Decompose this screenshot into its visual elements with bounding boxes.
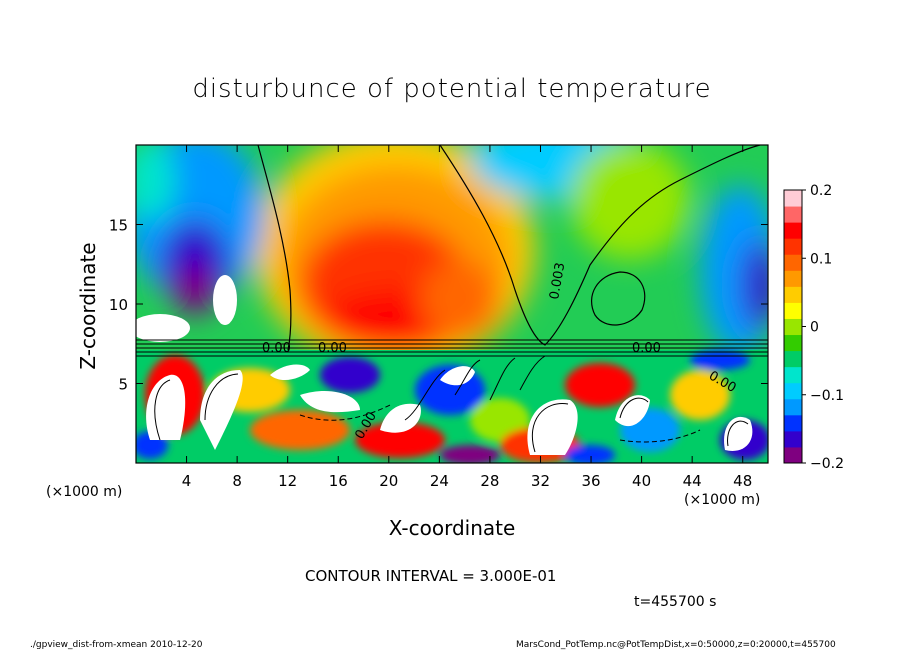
colorbar-segment — [784, 302, 802, 319]
colorbar-tick-label: 0 — [810, 320, 819, 336]
colorbar-segment — [784, 254, 802, 271]
x-tick-label: 36 — [581, 472, 600, 490]
x-tick-label: 12 — [278, 472, 297, 490]
chart-title: disturbunce of potential temperature — [192, 74, 712, 104]
contour-interval-note: CONTOUR INTERVAL = 3.000E-01 — [305, 567, 557, 585]
colorbar-segment — [784, 430, 802, 448]
footer-right: MarsCond_PotTemp.nc@PotTempDist,x=0:5000… — [516, 640, 836, 650]
colorbar-segment — [784, 190, 802, 207]
colorbar-segment — [784, 270, 802, 287]
colorbar-segment — [784, 414, 802, 432]
colorbar-segment — [784, 382, 802, 400]
y-tick-label: 10 — [109, 296, 128, 314]
colorbar-segment — [784, 238, 802, 255]
colorbar-tick-label: −0.2 — [810, 456, 844, 472]
x-tick-label: 40 — [632, 472, 651, 490]
colorbar-segment — [784, 334, 802, 352]
time-label: t=455700 s — [634, 594, 717, 610]
x-tick-label: 32 — [531, 472, 550, 490]
y-tick-label: 15 — [109, 217, 128, 235]
heatmap-field — [136, 145, 768, 463]
x-tick-label: 20 — [379, 472, 398, 490]
colorbar-segment — [784, 366, 802, 384]
contour-label: 0.003 — [547, 261, 568, 300]
x-tick-label: 28 — [480, 472, 499, 490]
colorbar-segment — [784, 222, 802, 239]
contour-label: 0.00 — [262, 341, 291, 356]
colorbar-segment — [784, 398, 802, 416]
x-tick-label: 24 — [430, 472, 449, 490]
contour-lines — [136, 145, 768, 453]
contour-label: 0.00 — [318, 341, 347, 356]
x-tick-label: 44 — [683, 472, 702, 490]
x-tick-label: 16 — [329, 472, 348, 490]
y-axis: 5 10 15 — [109, 217, 768, 394]
x-unit-label: (×1000 m) — [684, 492, 761, 508]
footer-left: ./gpview_dist-from-xmean 2010-12-20 — [30, 640, 203, 650]
colorbar-segment — [784, 350, 802, 368]
colorbar-tick-label: −0.1 — [810, 388, 844, 404]
z-unit-label: (×1000 m) — [46, 484, 123, 500]
colorbar-segment — [784, 286, 802, 303]
x-tick-label: 8 — [232, 472, 242, 490]
y-tick-label: 5 — [118, 376, 128, 394]
contour-label: 0.00 — [632, 341, 661, 356]
colorbar-tick-label: 0.2 — [810, 183, 832, 199]
x-axis: 4 8 12 16 20 24 28 32 36 40 44 48 — [182, 145, 752, 490]
x-tick-label: 48 — [733, 472, 752, 490]
colorbar-segment — [784, 446, 802, 464]
x-tick-label: 4 — [182, 472, 192, 490]
colorbar-tick-label: 0.1 — [810, 251, 832, 267]
colorbar: 0.2 0.1 0 −0.1 −0.2 — [783, 183, 844, 472]
colorbar-segment — [784, 318, 802, 336]
x-axis-label: X-coordinate — [388, 516, 516, 540]
colorbar-segment — [784, 206, 802, 223]
